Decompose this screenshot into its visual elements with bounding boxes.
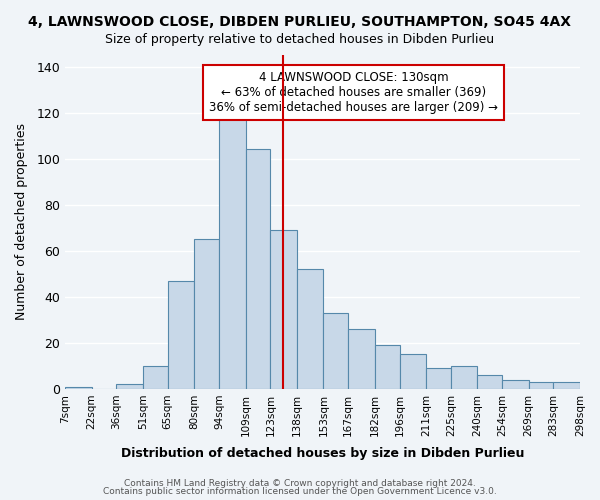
Bar [478,375,502,389]
Bar [400,354,426,389]
Bar [65,386,92,389]
Text: Contains HM Land Registry data © Crown copyright and database right 2024.: Contains HM Land Registry data © Crown c… [124,478,476,488]
X-axis label: Distribution of detached houses by size in Dibden Purlieu: Distribution of detached houses by size … [121,447,524,460]
Y-axis label: Number of detached properties: Number of detached properties [15,124,28,320]
Bar [502,380,529,389]
Bar [143,366,168,389]
Bar [194,239,219,389]
Bar [116,384,143,389]
Text: Size of property relative to detached houses in Dibden Purlieu: Size of property relative to detached ho… [106,32,494,46]
Bar [168,280,194,389]
Bar [426,368,451,389]
Text: Contains public sector information licensed under the Open Government Licence v3: Contains public sector information licen… [103,487,497,496]
Text: 4, LAWNSWOOD CLOSE, DIBDEN PURLIEU, SOUTHAMPTON, SO45 4AX: 4, LAWNSWOOD CLOSE, DIBDEN PURLIEU, SOUT… [29,15,571,29]
Bar [297,269,323,389]
Bar [245,150,271,389]
Bar [529,382,553,389]
Bar [375,345,400,389]
Bar [219,117,245,389]
Bar [348,329,375,389]
Bar [553,382,580,389]
Bar [271,230,297,389]
Bar [451,366,478,389]
Text: 4 LAWNSWOOD CLOSE: 130sqm
← 63% of detached houses are smaller (369)
36% of semi: 4 LAWNSWOOD CLOSE: 130sqm ← 63% of detac… [209,71,498,114]
Bar [323,313,348,389]
